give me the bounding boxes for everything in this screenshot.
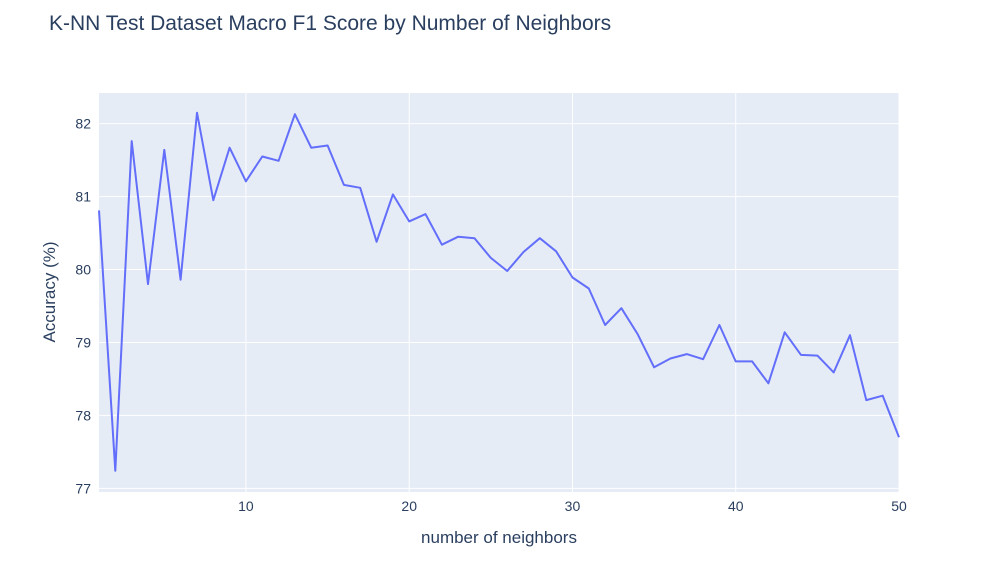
tick-labels: 10 20 30 40 50 77 78 79 80 81 82 (75, 116, 907, 514)
x-axis-title: number of neighbors (421, 528, 577, 547)
x-tick-label: 10 (238, 498, 254, 514)
series-layer (98, 111, 900, 472)
grid-lines (99, 93, 900, 492)
chart-title: K-NN Test Dataset Macro F1 Score by Numb… (49, 12, 611, 35)
x-tick-label: 40 (728, 498, 744, 514)
plot-area (99, 93, 899, 492)
y-tick-label: 82 (75, 116, 91, 132)
y-tick-label: 78 (75, 407, 91, 423)
series-line (98, 111, 900, 472)
x-tick-label: 20 (401, 498, 417, 514)
y-axis-title: Accuracy (%) (40, 241, 59, 342)
y-tick-label: 80 (75, 262, 91, 278)
x-tick-label: 50 (891, 498, 907, 514)
y-tick-label: 81 (75, 189, 91, 205)
y-tick-label: 79 (75, 334, 91, 350)
x-tick-label: 30 (565, 498, 581, 514)
y-tick-label: 77 (75, 480, 91, 496)
